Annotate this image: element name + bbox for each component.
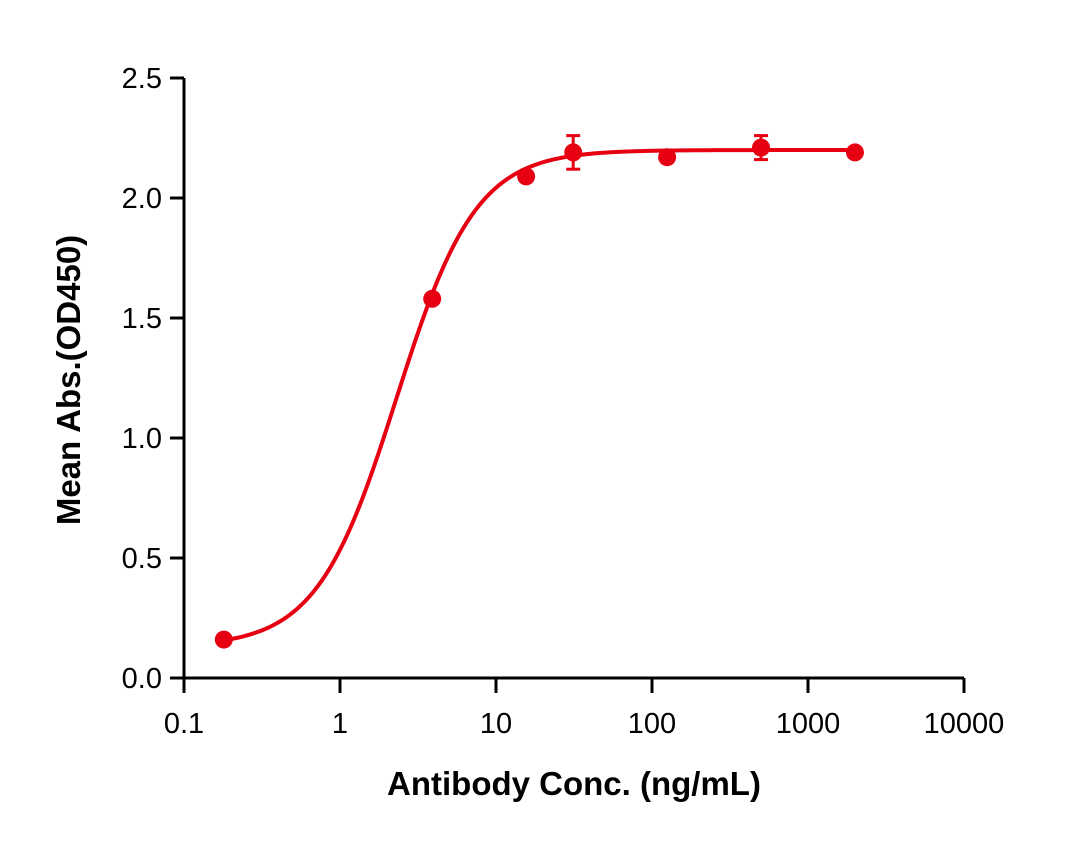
data-point (752, 138, 771, 157)
x-tick-label: 100 (628, 708, 676, 740)
fit-curve (223, 148, 855, 643)
y-tick-label: 1.5 (122, 303, 162, 335)
y-tick-label: 2.5 (122, 63, 162, 95)
data-point (845, 143, 864, 162)
x-tick-label: 0.1 (164, 708, 204, 740)
y-axis: 0.0 0.5 1.0 1.5 2.0 2.5 (122, 63, 186, 695)
data-point (564, 143, 583, 162)
x-axis-title: Antibody Conc. (ng/mL) (387, 765, 761, 802)
y-axis-title: Mean Abs.(OD450) (50, 235, 87, 525)
data-point (517, 167, 536, 186)
x-tick-label: 1000 (776, 708, 841, 740)
y-tick-label: 0.5 (122, 543, 162, 575)
y-tick-label: 0.0 (122, 663, 162, 695)
data-point (214, 630, 233, 649)
y-tick-label: 1.0 (122, 423, 162, 455)
x-axis: 0.1 1 10 100 1000 10000 (164, 676, 1005, 740)
data-point (423, 289, 442, 308)
data-points (214, 134, 864, 649)
x-tick-label: 1 (332, 708, 348, 740)
y-tick-label: 2.0 (122, 183, 162, 215)
x-tick-label: 10 (480, 708, 512, 740)
data-point (658, 148, 677, 167)
x-tick-label: 10000 (924, 708, 1005, 740)
